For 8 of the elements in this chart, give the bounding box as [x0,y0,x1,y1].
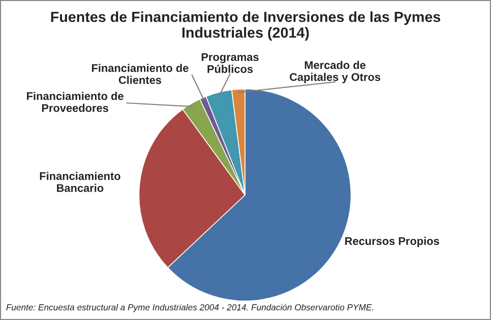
chart-title: Fuentes de Financiamiento de Inversiones de las Pymes Industriales (2014) [51,11,440,41]
slice-label: Financiamiento de Clientes [92,64,188,84]
slice-label: Financiamiento de Proveedores [26,92,124,112]
slice-label: Mercado de Capitales y Otros [290,60,380,84]
slice-label: Recursos Propios [345,236,440,248]
slice-label: Financiamiento Bancario [40,172,120,192]
source-note: Fuente: Encuesta estructural a Pyme Industriales 2004 - 2014. Fundación Observarotio PYME. [6,304,374,312]
slice-label: Programas Públicos [202,53,259,73]
